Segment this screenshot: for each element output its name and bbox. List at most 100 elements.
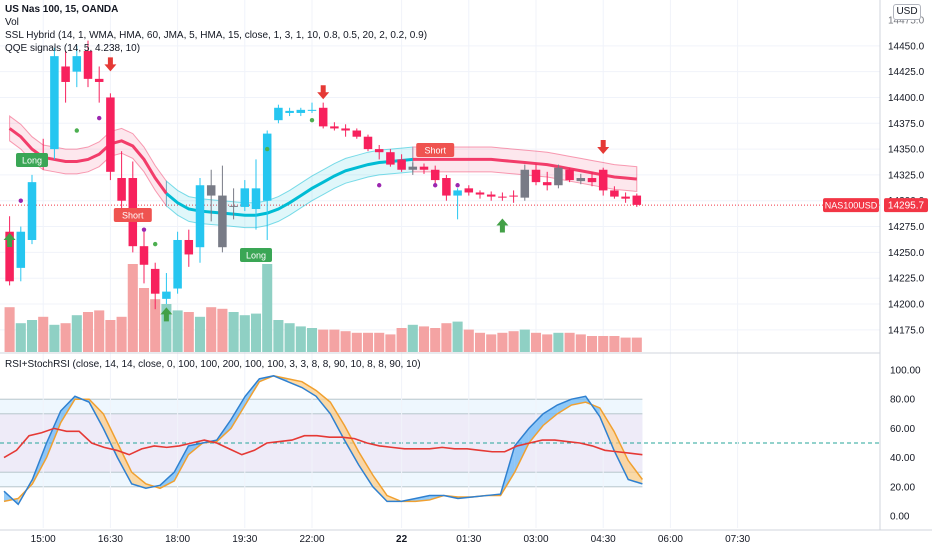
candle-body: [262, 133, 272, 201]
candle-body: [117, 178, 126, 201]
time-tick-label: 01:30: [456, 534, 481, 545]
signal-dot: [141, 227, 147, 232]
candle-body: [352, 130, 362, 137]
signal-dot: [18, 198, 23, 203]
candle-body: [509, 195, 518, 197]
candle-body: [531, 169, 541, 183]
stoch-fill: [514, 428, 529, 473]
volume-bar: [385, 334, 396, 352]
volume-bar: [116, 316, 127, 352]
price-tick-label-partial: 14475.0: [888, 16, 925, 27]
candle-body: [587, 178, 597, 183]
time-tick-label: 22: [396, 534, 408, 545]
volume-label: Vol: [5, 17, 19, 28]
candle-body: [5, 231, 14, 282]
candle-body: [16, 231, 26, 268]
osc-tick-label: 0.00: [890, 512, 910, 523]
volume-bar: [519, 329, 530, 352]
stoch-fill: [571, 396, 586, 406]
volume-bar: [497, 332, 508, 352]
price-tick-label: 14175.0: [888, 325, 925, 336]
stoch-fill: [543, 405, 558, 426]
volume-bar: [486, 334, 497, 352]
volume-bar: [508, 331, 519, 352]
candle-body: [139, 246, 149, 265]
osc-tick-label: 60.00: [890, 424, 915, 435]
signal-dot: [97, 115, 102, 121]
candle-body: [632, 195, 642, 205]
time-tick-label: 16:30: [98, 534, 123, 545]
price-tick-label: 14325.0: [888, 170, 925, 181]
signal-tag: [16, 153, 48, 167]
candle-body: [475, 192, 485, 195]
stoch-fill: [614, 431, 629, 480]
volume-legend: Vol: [5, 17, 19, 29]
signal-dot: [433, 183, 438, 188]
symbol-legend: US Nas 100, 15, OANDA: [5, 4, 118, 16]
stoch-fill: [117, 443, 132, 484]
candle-body: [162, 291, 171, 299]
volume-bar: [362, 332, 374, 352]
time-tick-label: 19:30: [232, 534, 257, 545]
volume-bar: [340, 331, 351, 352]
symbol-badge-label: NAS100USD: [825, 201, 878, 211]
volume-bar: [620, 337, 631, 352]
volume-bar: [38, 316, 49, 352]
stoch-fill: [358, 451, 373, 487]
time-tick-label: 07:30: [725, 534, 750, 545]
buy-arrow-icon: [496, 218, 509, 233]
buy-arrow-icon: [160, 307, 173, 322]
volume-bar: [430, 328, 441, 352]
volume-bar: [609, 336, 620, 352]
candle-body: [397, 159, 406, 170]
candle-body: [94, 78, 104, 82]
volume-bar: [374, 332, 385, 352]
stoch-fill: [230, 396, 246, 429]
price-tick-label: 14425.0: [888, 67, 925, 78]
volume-bar: [262, 264, 273, 352]
stoch-fill: [599, 407, 615, 451]
last-price-label: 14295.7: [888, 201, 925, 212]
baseline-line: [8, 127, 168, 195]
stoch-fill: [344, 425, 359, 465]
candle-body: [307, 109, 317, 111]
signal-tag: [240, 248, 272, 262]
baseline-line: [165, 157, 413, 217]
sell-arrow-icon: [597, 140, 610, 155]
volume-bar: [318, 329, 329, 352]
volume-bar: [564, 332, 575, 352]
osc-tick-label: 20.00: [890, 482, 915, 493]
time-tick-label: 06:00: [658, 534, 683, 545]
price-tick-label: 14375.0: [888, 119, 925, 130]
volume-bar: [329, 329, 340, 352]
qqe-label: QQE signals (14, 5, 4.238, 10): [5, 43, 141, 54]
candle-body: [72, 56, 82, 72]
signal-dot: [455, 183, 460, 188]
candle-body: [430, 169, 440, 181]
candle-body: [520, 169, 530, 198]
sell-arrow-icon: [317, 85, 330, 100]
candle-body: [251, 188, 261, 209]
stoch-d-line: [3, 375, 644, 503]
osc-tick-label: 40.00: [890, 453, 915, 464]
volume-bar: [94, 310, 105, 352]
last-price-badge: [884, 198, 928, 213]
volume-bar: [463, 329, 474, 352]
volume-bar: [105, 320, 116, 352]
volume-bar: [150, 299, 161, 352]
candle-body: [598, 169, 608, 191]
volume-bar: [82, 312, 94, 352]
stoch-fill: [46, 410, 61, 458]
volume-bar: [474, 332, 486, 352]
volume-bar: [217, 308, 228, 352]
volume-bar: [71, 315, 82, 352]
candle-body: [610, 190, 619, 197]
volume-bar: [49, 324, 60, 352]
candle-body: [83, 50, 93, 79]
stoch-fill: [103, 413, 118, 458]
candle-body: [419, 166, 429, 170]
candle-body: [363, 136, 373, 150]
currency-badge[interactable]: USD: [893, 4, 921, 20]
stoch-k-line: [3, 375, 643, 506]
